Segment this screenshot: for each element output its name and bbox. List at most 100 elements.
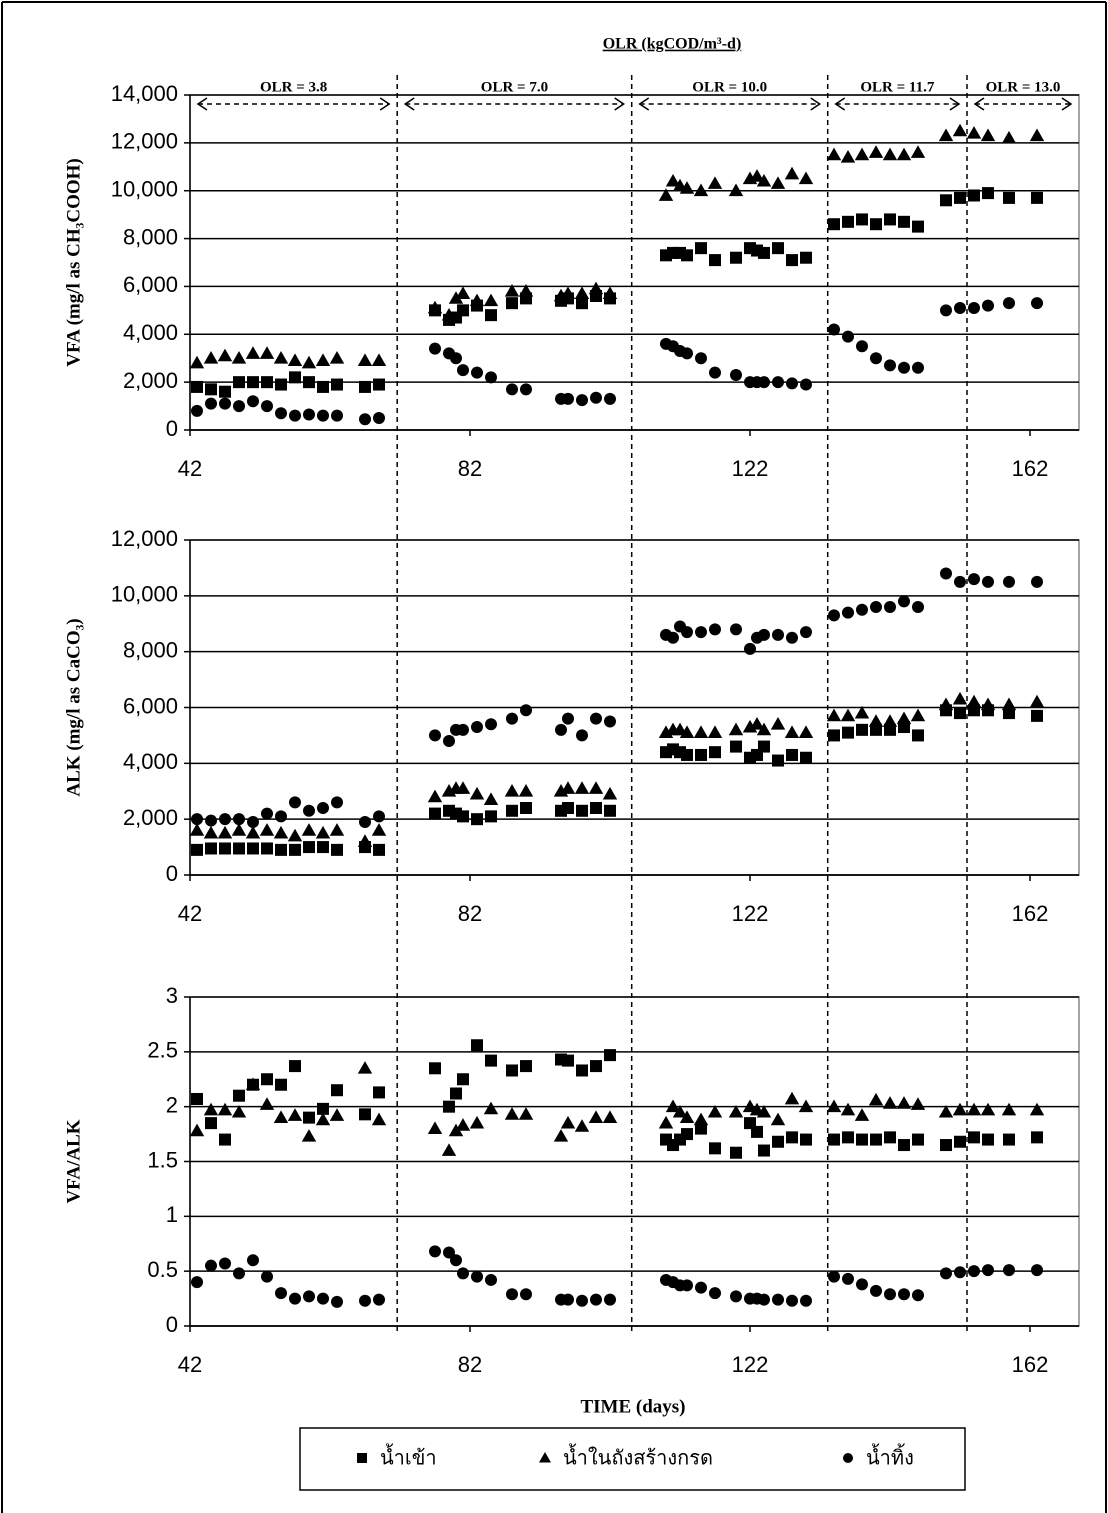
- square-marker: [786, 749, 798, 761]
- triangle-marker: [288, 353, 302, 366]
- circle-marker: [786, 377, 798, 389]
- circle-marker: [709, 367, 721, 379]
- square-marker: [205, 842, 217, 854]
- circle-marker: [604, 393, 616, 405]
- circle-marker: [954, 1266, 966, 1278]
- circle-marker: [247, 395, 259, 407]
- circle-marker: [843, 1453, 853, 1463]
- triangle-marker: [274, 1110, 288, 1123]
- square-marker: [604, 1049, 616, 1061]
- triangle-marker: [505, 1107, 519, 1120]
- triangle-marker: [260, 346, 274, 359]
- olr-label: OLR = 10.0: [692, 79, 767, 95]
- circle-marker: [772, 376, 784, 388]
- square-marker: [331, 379, 343, 391]
- circle-marker: [954, 576, 966, 588]
- square-marker: [457, 304, 469, 316]
- circle-marker: [982, 1264, 994, 1276]
- square-marker: [289, 1060, 301, 1072]
- circle-marker: [506, 1288, 518, 1300]
- triangle-marker: [218, 349, 232, 362]
- triangle-marker: [330, 351, 344, 364]
- circle-marker: [429, 729, 441, 741]
- triangle-marker: [218, 1103, 232, 1116]
- square-marker: [1031, 192, 1043, 204]
- square-marker: [709, 746, 721, 758]
- square-marker: [485, 309, 497, 321]
- triangle-marker: [771, 717, 785, 730]
- circle-marker: [590, 392, 602, 404]
- y-axis-label: ALK (mg/l as CaCO₃): [63, 618, 84, 796]
- circle-marker: [898, 1288, 910, 1300]
- circle-marker: [730, 1290, 742, 1302]
- triangle-marker: [428, 790, 442, 803]
- triangle-marker: [442, 1143, 456, 1156]
- square-marker: [331, 844, 343, 856]
- circle-marker: [373, 810, 385, 822]
- triangle-marker: [260, 1097, 274, 1110]
- triangle-marker: [981, 128, 995, 141]
- circle-marker: [758, 1294, 770, 1306]
- circle-marker: [471, 721, 483, 733]
- square-marker: [471, 1039, 483, 1051]
- square-marker: [506, 297, 518, 309]
- triangle-marker: [1002, 131, 1016, 144]
- circle-marker: [429, 343, 441, 355]
- triangle-marker: [855, 148, 869, 161]
- circle-marker: [275, 1287, 287, 1299]
- triangle-marker: [659, 1116, 673, 1129]
- square-marker: [429, 1062, 441, 1074]
- square-marker: [786, 254, 798, 266]
- square-marker: [219, 1134, 231, 1146]
- circle-marker: [982, 576, 994, 588]
- triangle-marker: [260, 823, 274, 836]
- triangle-marker: [274, 826, 288, 839]
- circle-marker: [884, 1288, 896, 1300]
- olr-label: OLR = 13.0: [986, 79, 1061, 95]
- circle-marker: [219, 1257, 231, 1269]
- circle-marker: [191, 813, 203, 825]
- circle-marker: [1003, 297, 1015, 309]
- triangle-marker: [316, 826, 330, 839]
- x-tick-label: 162: [1012, 901, 1049, 926]
- square-marker: [275, 1079, 287, 1091]
- triangle-marker: [939, 698, 953, 711]
- square-marker: [576, 1064, 588, 1076]
- circle-marker: [562, 713, 574, 725]
- x-tick-label: 122: [732, 456, 769, 481]
- triangle-marker: [274, 351, 288, 364]
- square-marker: [940, 1139, 952, 1151]
- triangle-marker: [218, 826, 232, 839]
- square-marker: [261, 376, 273, 388]
- y-tick-label: 12,000: [111, 526, 178, 551]
- square-marker: [233, 376, 245, 388]
- y-tick-label: 8,000: [123, 224, 178, 249]
- triangle-marker: [953, 124, 967, 137]
- square-marker: [954, 707, 966, 719]
- square-marker: [695, 242, 707, 254]
- triangle-marker: [456, 1118, 470, 1131]
- square-marker: [303, 376, 315, 388]
- circle-marker: [506, 383, 518, 395]
- triangle-marker: [505, 784, 519, 797]
- square-marker: [982, 187, 994, 199]
- triangle-marker: [841, 1103, 855, 1116]
- square-marker: [1003, 1134, 1015, 1146]
- x-tick-label: 82: [458, 1352, 482, 1377]
- circle-marker: [800, 1295, 812, 1307]
- circle-marker: [233, 813, 245, 825]
- circle-marker: [233, 400, 245, 412]
- triangle-marker: [1002, 698, 1016, 711]
- square-marker: [870, 218, 882, 230]
- y-tick-label: 2: [166, 1092, 178, 1117]
- square-marker: [898, 1139, 910, 1151]
- triangle-marker: [785, 725, 799, 738]
- square-marker: [247, 842, 259, 854]
- triangle-marker: [827, 709, 841, 722]
- triangle-marker: [358, 353, 372, 366]
- triangle-marker: [288, 829, 302, 842]
- square-marker: [912, 1134, 924, 1146]
- square-marker: [205, 1117, 217, 1129]
- square-marker: [884, 1131, 896, 1143]
- triangle-marker: [967, 126, 981, 139]
